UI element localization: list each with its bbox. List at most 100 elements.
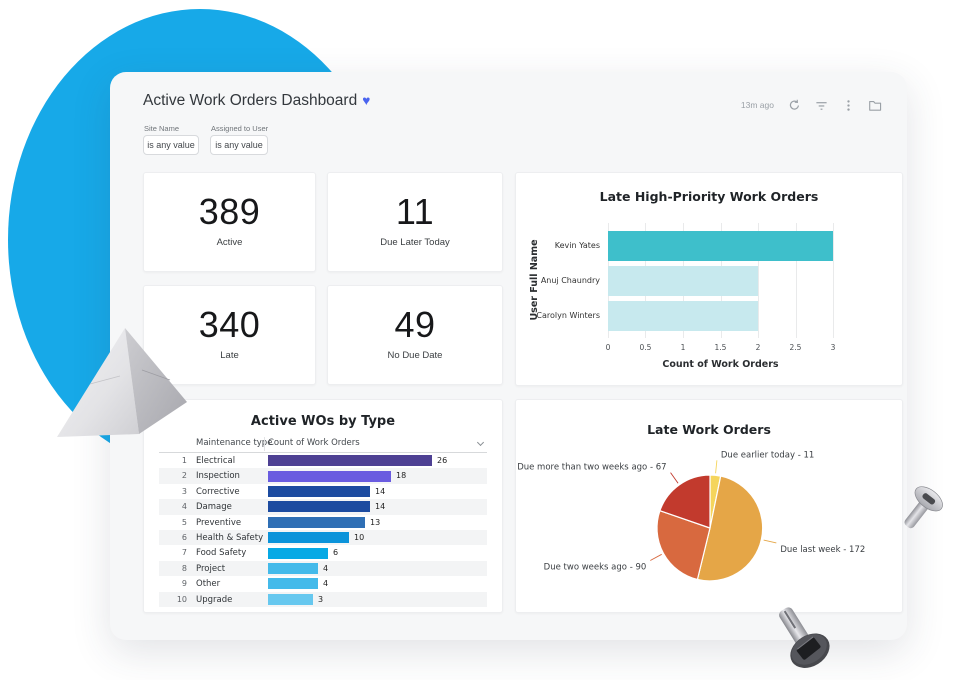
x-axis-label: Count of Work Orders (662, 359, 779, 370)
bar-carolyn-winters[interactable] (608, 301, 758, 331)
pie-label: Due more than two weeks ago - 67 (517, 463, 666, 473)
kpi-label: Active (216, 237, 243, 248)
x-tick-label: 3 (830, 343, 836, 352)
row-type: Other (196, 579, 221, 590)
kpi-value: 11 (395, 191, 435, 232)
row-rank: 7 (181, 548, 187, 558)
filter-assigned-to-user-input[interactable]: is any value (210, 135, 268, 155)
dashboard-controls: 13m ago (741, 98, 882, 112)
grid-line (833, 223, 834, 338)
filter-assigned-to-user-label: Assigned to User (211, 124, 269, 133)
table-row: 9 Other 4 (159, 576, 487, 591)
row-bar[interactable] (268, 501, 370, 513)
chevron-down-icon[interactable] (478, 440, 484, 446)
pie-label: Due last week - 172 (780, 545, 865, 555)
pie-slice-due-two-weeks-ago[interactable] (656, 510, 711, 581)
table-row: 5 Preventive 13 (159, 515, 487, 530)
row-rank: 8 (181, 563, 187, 573)
screw-graphic-right (904, 486, 943, 529)
dashboard-card: Active Work Orders Dashboard ♥ 13m ago Si… (110, 72, 907, 640)
pie-slice-due-last-week[interactable] (696, 475, 764, 582)
favorite-heart-icon[interactable]: ♥ (362, 93, 371, 108)
row-bar[interactable] (268, 547, 328, 559)
table-row: 1 Electrical 26 (159, 453, 487, 468)
row-type: Health & Safety (196, 532, 264, 543)
table-header: Maintenance type Count of Work Orders (159, 436, 487, 453)
column-divider (264, 437, 265, 451)
row-rank: 9 (181, 579, 187, 589)
pie-leader-line (670, 472, 679, 484)
screw-graphic-bottom (779, 607, 830, 668)
row-count: 4 (323, 563, 329, 573)
filter-site-name-input[interactable]: is any value (143, 135, 199, 155)
pie-leader-line (763, 539, 777, 544)
bar-anuj-chaundry[interactable] (608, 266, 758, 296)
row-bar[interactable] (268, 455, 432, 467)
row-rank: 3 (181, 486, 187, 496)
more-options-icon[interactable] (841, 98, 855, 112)
kpi-label: Late (220, 350, 239, 361)
kpi-tile-active: 389 Active (143, 172, 316, 272)
kpi-value: 340 (198, 304, 261, 345)
pie-leader-line (650, 553, 662, 561)
kpi-label: Due Later Today (380, 237, 450, 248)
pie-slice-due-more-than-two-weeks-ago[interactable] (659, 474, 711, 529)
column-header-maintenance-type[interactable]: Maintenance type (196, 438, 273, 448)
row-bar[interactable] (268, 516, 365, 528)
row-bar[interactable] (268, 562, 318, 574)
kpi-label: No Due Date (387, 350, 443, 361)
row-bar[interactable] (268, 470, 391, 482)
filter-site-name-label: Site Name (144, 124, 180, 133)
last-updated-text: 13m ago (740, 100, 774, 110)
row-rank: 5 (181, 517, 187, 527)
row-count: 4 (323, 579, 329, 589)
row-type: Upgrade (196, 594, 233, 605)
row-rank: 2 (181, 471, 187, 481)
page-title: Active Work Orders Dashboard ♥ (143, 92, 370, 110)
x-tick-label: 2 (755, 343, 761, 352)
row-type: Inspection (196, 471, 240, 482)
row-type: Corrective (196, 486, 240, 497)
row-bar[interactable] (268, 485, 370, 497)
y-tick-label: Carolyn Winters (536, 310, 600, 320)
row-rank: 10 (176, 594, 187, 604)
x-tick-label: 2.5 (789, 343, 802, 352)
row-count: 14 (375, 502, 386, 512)
grid-line (795, 223, 797, 338)
row-bar[interactable] (268, 578, 318, 590)
table-row: 7 Food Safety 6 (159, 545, 487, 560)
type-table-rows: 1 Electrical 26 2 Inspection 18 3 Corrective 14 4… (159, 453, 487, 607)
row-count: 26 (437, 456, 448, 465)
row-bar[interactable] (268, 532, 349, 544)
table-row: 2 Inspection 18 (159, 468, 487, 484)
row-count: 6 (333, 548, 339, 558)
kpi-value: 49 (394, 304, 436, 345)
row-count: 10 (354, 532, 365, 542)
pie-label: Due earlier today - 11 (721, 450, 814, 460)
table-row: 4 Damage 14 (159, 499, 487, 515)
kpi-tile-no-due-date: 49 No Due Date (327, 285, 503, 385)
refresh-icon[interactable] (787, 98, 801, 112)
filter-icon[interactable] (814, 98, 828, 112)
table-row: 3 Corrective 14 (159, 484, 487, 499)
row-rank: 1 (181, 456, 187, 465)
row-count: 3 (318, 594, 324, 604)
folder-icon[interactable] (868, 98, 882, 112)
chart-title: Late High-Priority Work Orders (599, 189, 819, 204)
late-high-priority-chart-tile: Late High-Priority Work Orders User Full… (515, 172, 903, 386)
pie-svg: Due earlier today - 11 Due last week - 17… (517, 450, 865, 582)
row-bar[interactable] (268, 593, 313, 605)
row-count: 13 (370, 517, 381, 527)
bar-kevin-yates[interactable] (608, 231, 833, 261)
row-rank: 6 (181, 532, 187, 542)
table-row: 6 Health & Safety 10 (159, 529, 487, 546)
table-row: 8 Project 4 (159, 560, 487, 577)
row-type: Food Safety (196, 548, 247, 559)
row-rank: 4 (181, 502, 187, 512)
grid-line (757, 223, 759, 338)
active-wos-by-type-tile: Active WOs by Type Maintenance type Coun… (143, 399, 503, 613)
page-title-text: Active Work Orders Dashboard (143, 92, 358, 109)
kpi-tile-late: 340 Late (143, 285, 316, 385)
column-header-count[interactable]: Count of Work Orders (268, 438, 360, 448)
